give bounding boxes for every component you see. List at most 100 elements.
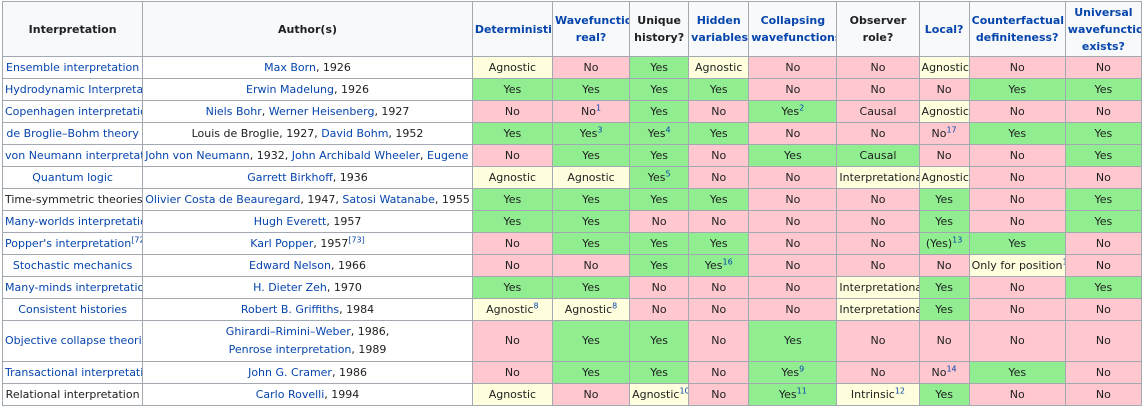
reference[interactable]: 9: [799, 364, 805, 374]
header-text[interactable]: Wavefunction real?: [554, 14, 629, 44]
author-link[interactable]: Karl Popper: [250, 237, 314, 250]
reference[interactable]: 16: [1063, 257, 1065, 266]
interpretation-name[interactable]: Many-minds interpretation: [5, 281, 143, 294]
value-cell: No: [918, 144, 970, 167]
reference[interactable]: 12: [894, 386, 906, 396]
author-link[interactable]: Satosi Watanabe: [342, 193, 435, 206]
cell-text: Agnostic: [921, 61, 969, 74]
value-cell: Yes: [918, 210, 970, 233]
author-link[interactable]: Robert B. Griffiths: [240, 303, 340, 316]
author-link[interactable]: Niels Bohr: [205, 105, 262, 118]
cell-text: Yes: [704, 259, 723, 272]
value-cell: Yes: [1064, 144, 1143, 167]
reference[interactable]: 1: [595, 103, 602, 113]
cell-text: No: [1095, 303, 1111, 316]
value-cell: Causal: [836, 144, 920, 167]
header-text[interactable]: Universal wavefunction exists?: [1067, 5, 1141, 53]
table-row: Many-worlds interpretation Hugh Everett, …: [1, 210, 1143, 233]
reference[interactable]: 5: [665, 169, 671, 179]
author-link[interactable]: Eugene Wigner: [427, 149, 471, 162]
reference[interactable]: 17: [946, 125, 957, 135]
reference[interactable]: 2: [799, 103, 805, 113]
cell-text: Yes: [935, 193, 953, 206]
interpretation-name[interactable]: de Broglie–Bohm theory: [6, 127, 139, 140]
authors-cell: Niels Bohr, Werner Heisenberg, 1927: [142, 100, 473, 123]
header-text[interactable]: Collapsing wavefunctions?: [751, 14, 836, 44]
interpretation-name[interactable]: Objective collapse theories: [5, 334, 143, 347]
interpretation-name: Time-symmetric theories: [5, 193, 143, 206]
value-cell: No: [836, 122, 920, 145]
value-cell: No: [968, 383, 1066, 406]
author-link[interactable]: Werner Heisenberg: [268, 105, 375, 118]
author-text: , 1955: [434, 193, 470, 206]
author-line: Hugh Everett, 1957: [145, 215, 470, 228]
reference[interactable]: 10: [679, 386, 689, 396]
author-link[interactable]: John Archibald Wheeler: [291, 149, 421, 162]
header-text[interactable]: Counterfactual definiteness?: [971, 14, 1065, 44]
author-link[interactable]: [73]: [348, 235, 365, 245]
author-text: , 1926: [315, 61, 351, 74]
reference[interactable]: 8: [533, 301, 539, 311]
authors-cell: Edward Nelson, 1966: [142, 254, 473, 277]
authors-cell: Karl Popper, 1957[73]: [142, 232, 473, 255]
author-link[interactable]: Edward Nelson: [249, 259, 331, 272]
cell-text: No: [1009, 388, 1025, 401]
author-text: , 1927: [374, 105, 410, 118]
reference[interactable]: 13: [952, 235, 963, 245]
author-link[interactable]: Carlo Rovelli: [255, 388, 325, 401]
interpretation-name[interactable]: Popper's interpretation: [5, 237, 132, 250]
cell-text: No: [785, 281, 801, 294]
author-link[interactable]: H. Dieter Zeh: [253, 281, 327, 294]
header-text[interactable]: Deterministic?: [474, 22, 552, 36]
author-link[interactable]: Ghirardi–Rimini–Weber: [225, 325, 351, 338]
interpretation-name[interactable]: Ensemble interpretation: [6, 61, 140, 74]
table-row: Copenhagen interpretation Niels Bohr, Wer…: [1, 100, 1143, 123]
interpretation-name[interactable]: Hydrodynamic Interpretation: [5, 83, 143, 96]
cell-text: No: [870, 127, 886, 140]
reference[interactable]: 14: [946, 364, 957, 374]
value-cell: Yes4: [629, 122, 690, 145]
cell-text: Yes: [935, 215, 953, 228]
reference[interactable]: 8: [612, 301, 618, 311]
reference[interactable]: 4: [665, 125, 671, 135]
value-cell: No: [836, 78, 920, 101]
author-link[interactable]: Penrose interpretation: [228, 343, 352, 356]
author-link[interactable]: David Bohm: [321, 127, 389, 140]
interpretation-name[interactable]: Consistent histories: [18, 303, 127, 316]
cell-text: No: [504, 149, 520, 162]
cell-text: Causal: [859, 105, 897, 118]
author-link[interactable]: Erwin Madelung: [246, 83, 334, 96]
authors-cell: John von Neumann, 1932, John Archibald W…: [142, 144, 473, 167]
interpretation-name[interactable]: Copenhagen interpretation: [5, 105, 143, 118]
author-link[interactable]: Max Born: [264, 61, 316, 74]
interpretation-name[interactable]: von Neumann interpretation: [5, 149, 142, 162]
reference[interactable]: 11: [796, 386, 807, 396]
value-cell: Agnostic8: [471, 298, 553, 321]
author-line: Max Born, 1926: [145, 61, 470, 74]
cell-text: No: [870, 334, 886, 347]
cell-text: No: [785, 171, 801, 184]
value-cell: Yes: [688, 232, 750, 255]
cell-text: Yes: [650, 237, 668, 250]
reference[interactable]: 3: [597, 125, 603, 135]
interpretation-name[interactable]: Transactional interpretation: [5, 366, 143, 379]
header-text[interactable]: Hidden variables?: [691, 14, 749, 44]
cell-text: No: [1009, 334, 1025, 347]
value-cell: Yes: [748, 320, 838, 362]
author-link[interactable]: Hugh Everett: [253, 215, 327, 228]
cell-text: No: [711, 334, 727, 347]
interpretation-name[interactable]: Stochastic mechanics: [12, 259, 133, 272]
reference[interactable]: [72]: [131, 235, 141, 245]
table-row: Hydrodynamic Interpretation Erwin Madelun…: [1, 78, 1143, 101]
value-cell: Agnostic10: [629, 383, 690, 406]
interpretation-name[interactable]: Many-worlds interpretation: [5, 215, 143, 228]
author-link[interactable]: John G. Cramer: [248, 366, 332, 379]
cell-text: No: [1009, 171, 1025, 184]
reference[interactable]: 16: [722, 257, 733, 267]
cell-text: No: [1009, 149, 1025, 162]
author-link[interactable]: Garrett Birkhoff: [247, 171, 333, 184]
interpretation-name[interactable]: Quantum logic: [32, 171, 113, 184]
author-link[interactable]: Olivier Costa de Beauregard: [145, 193, 301, 206]
header-text[interactable]: Local?: [924, 22, 964, 36]
author-link[interactable]: John von Neumann: [145, 149, 250, 162]
